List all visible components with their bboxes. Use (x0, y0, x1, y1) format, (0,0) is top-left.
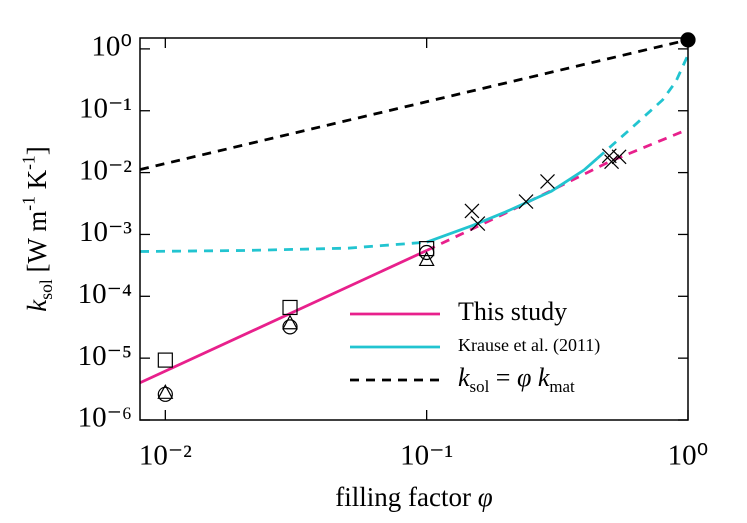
marker-square (282, 299, 298, 316)
marker-square (419, 241, 435, 257)
y-tick-label: 10⁻¹ (79, 92, 132, 124)
marker-triangle (157, 384, 174, 399)
x-axis-label: filling factor φ (335, 482, 492, 512)
marker-cross (611, 149, 627, 165)
plot-frame (139, 37, 689, 421)
marker-circle (282, 319, 298, 335)
series-line (140, 38, 688, 171)
marker-cross (470, 216, 486, 231)
text-part: -1 (19, 155, 39, 170)
marker-circle (157, 386, 173, 402)
text-part: -1 (19, 196, 39, 211)
y-tick-label: 10⁻⁴ (78, 278, 132, 310)
series-line (140, 240, 427, 253)
text-part: k (458, 363, 470, 392)
marker-cross (540, 173, 555, 189)
marker-triangle (282, 314, 299, 330)
y-tick-label: 10⁻⁵ (78, 340, 132, 372)
text-part: [W m (22, 211, 52, 280)
marker-square (157, 352, 173, 368)
x-tick-label: 10⁻¹ (400, 440, 453, 472)
text-part: sol (470, 377, 490, 396)
marker-triangle (418, 251, 435, 267)
text-part: = (489, 363, 517, 392)
y-tick-label: 10⁻² (79, 154, 132, 186)
series-line (596, 54, 688, 160)
text-part: filling factor (335, 482, 477, 512)
text-part: mat (549, 377, 575, 396)
y-tick-label: 10⁻³ (79, 216, 132, 248)
text-part: φ k (517, 363, 550, 392)
text-part: sol (36, 279, 56, 300)
series-line (426, 157, 599, 244)
marker-circle (419, 244, 435, 261)
marker-cross (601, 148, 617, 164)
x-tick-label: 10⁰ (668, 440, 709, 472)
legend-label: ksol = φ kmat (458, 363, 575, 396)
y-tick-label: 10⁻⁶ (78, 402, 132, 434)
series-line (140, 249, 428, 385)
legend-label: This study (458, 297, 567, 326)
marker-cross (604, 154, 620, 170)
text-part: φ (478, 482, 493, 512)
plot-area (140, 38, 688, 385)
legend-label: Krause et al. (2011) (458, 335, 600, 356)
text-part: K (22, 169, 52, 196)
text-part: ] (22, 146, 52, 155)
y-axis-label: ksol [W m-1 K-1] (19, 146, 57, 311)
marker-cross (464, 203, 480, 219)
text-part: k (22, 299, 52, 312)
marker-cross (518, 194, 534, 209)
y-tick-label: 10⁰ (91, 31, 132, 63)
series-line (426, 128, 688, 252)
x-tick-label: 10⁻² (139, 440, 192, 472)
